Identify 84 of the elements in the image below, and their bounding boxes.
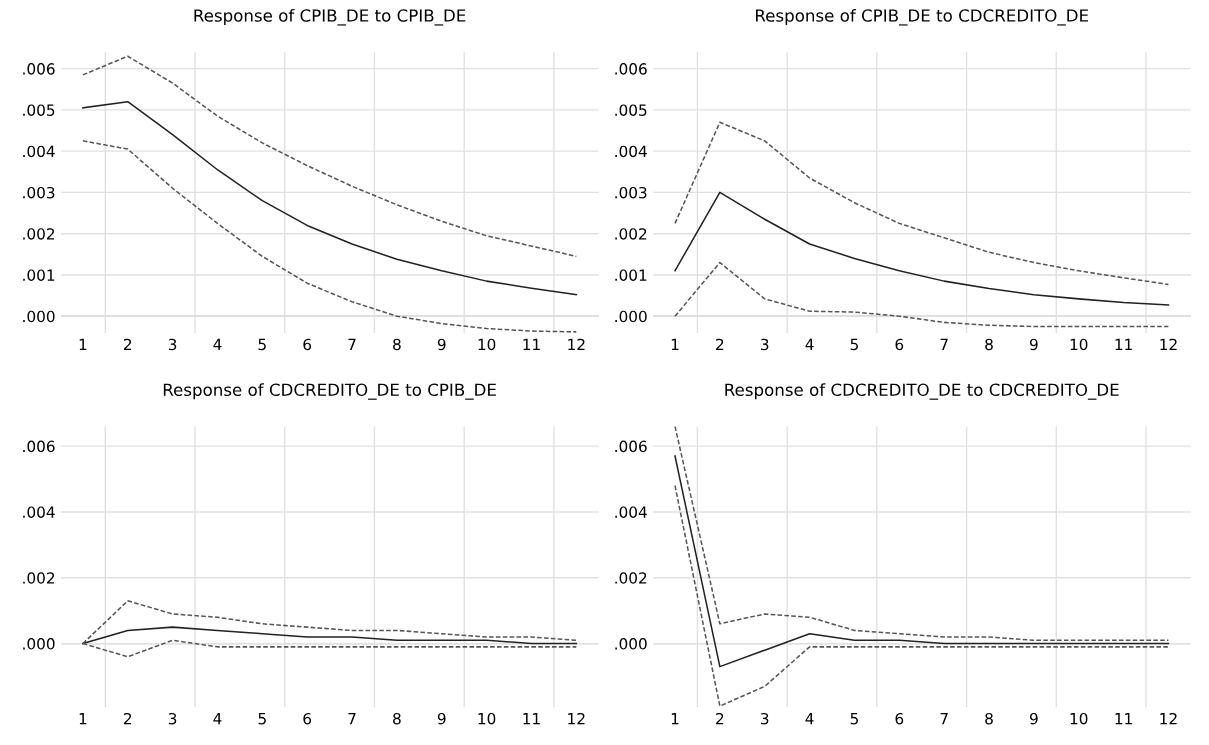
y-tick-label: .006	[615, 440, 647, 453]
x-tick-label: 6	[895, 338, 904, 351]
y-tick-label: .003	[615, 186, 647, 199]
chart-title: Response of CDCREDITO_DE to CPIB_DE	[163, 383, 496, 400]
x-tick-label: 5	[258, 713, 266, 725]
x-tick-label: 3	[761, 712, 769, 725]
line-series	[82, 626, 578, 645]
y-tick-label: .003	[23, 186, 55, 199]
y-tick-label: .004	[23, 506, 55, 518]
x-tick-label: 5	[850, 338, 858, 351]
x-tick-label: 7	[348, 713, 356, 725]
y-tick-label: .000	[615, 310, 647, 323]
x-tick-label: 1	[671, 338, 679, 350]
x-tick-label: 1	[79, 713, 87, 725]
x-tick-label: 11	[523, 338, 540, 350]
y-tick-label: .006	[23, 440, 55, 453]
y-tick-label: .000	[615, 638, 647, 650]
x-tick-label: 5	[258, 338, 266, 351]
x-tick-label: 2	[716, 712, 724, 725]
x-tick-label: 7	[940, 713, 948, 725]
x-tick-label: 10	[478, 712, 496, 725]
x-tick-label: 8	[985, 338, 993, 351]
x-tick-label: 8	[393, 338, 401, 351]
line-series	[674, 484, 1170, 707]
x-tick-label: 4	[213, 338, 222, 350]
x-tick-label: 8	[985, 712, 993, 725]
x-tick-label: 2	[716, 338, 724, 350]
y-tick-label: .001	[23, 269, 55, 281]
x-tick-label: 11	[1115, 713, 1132, 725]
chart-title: Response of CPIB_DE to CDCREDITO_DE	[755, 8, 1089, 26]
x-tick-label: 6	[303, 338, 312, 351]
chart-title: Response of CDCREDITO_DE to CDCREDITO_DE	[725, 383, 1119, 400]
y-tick-label: .004	[615, 145, 647, 158]
y-tick-label: .002	[615, 228, 647, 240]
y-tick-label: .001	[615, 269, 647, 281]
y-tick-label: .002	[23, 572, 55, 584]
x-tick-label: 3	[168, 712, 177, 725]
x-tick-label: 12	[1160, 338, 1177, 350]
line-series	[674, 191, 1170, 306]
x-tick-label: 12	[568, 712, 585, 725]
y-tick-label: .005	[23, 104, 55, 116]
x-tick-label: 10	[1070, 338, 1088, 351]
x-tick-label: 4	[213, 713, 222, 725]
y-tick-label: .000	[23, 638, 55, 650]
x-tick-label: 7	[940, 338, 948, 350]
x-tick-label: 2	[124, 338, 132, 350]
x-tick-label: 6	[895, 712, 904, 725]
y-tick-label: .004	[23, 145, 55, 158]
x-tick-label: 2	[124, 712, 132, 725]
x-tick-label: 9	[437, 712, 446, 725]
line-series	[674, 455, 1170, 668]
x-tick-label: 8	[393, 712, 401, 725]
y-tick-label: .002	[23, 228, 55, 240]
x-tick-label: 9	[437, 338, 446, 351]
y-tick-label: .006	[23, 63, 55, 75]
x-tick-label: 7	[348, 338, 356, 350]
y-tick-label: .004	[615, 506, 647, 518]
y-tick-label: .005	[615, 104, 647, 116]
x-tick-label: 5	[850, 713, 858, 725]
x-tick-label: 12	[568, 338, 585, 350]
x-tick-label: 6	[303, 712, 312, 725]
line-series	[82, 55, 578, 258]
x-tick-label: 9	[1029, 712, 1038, 725]
x-tick-label: 10	[478, 338, 496, 351]
y-tick-label: .000	[23, 310, 55, 323]
x-tick-label: 10	[1070, 712, 1088, 725]
x-tick-label: 4	[805, 338, 814, 350]
line-series	[82, 100, 578, 296]
x-tick-label: 3	[168, 338, 177, 351]
x-tick-label: 1	[671, 713, 679, 725]
y-tick-label: .002	[615, 572, 647, 584]
x-tick-label: 11	[1115, 338, 1132, 350]
line-series	[674, 261, 1170, 328]
line-series	[674, 121, 1170, 286]
x-tick-label: 4	[805, 713, 814, 725]
y-tick-label: .006	[615, 63, 647, 75]
x-tick-label: 1	[79, 338, 87, 350]
x-tick-label: 11	[523, 713, 540, 725]
x-tick-label: 3	[761, 338, 769, 351]
chart-title: Response of CPIB_DE to CPIB_DE	[194, 8, 466, 26]
x-tick-label: 12	[1160, 712, 1177, 725]
x-tick-label: 9	[1029, 338, 1038, 351]
line-series	[82, 140, 578, 333]
line-series	[674, 426, 1170, 642]
